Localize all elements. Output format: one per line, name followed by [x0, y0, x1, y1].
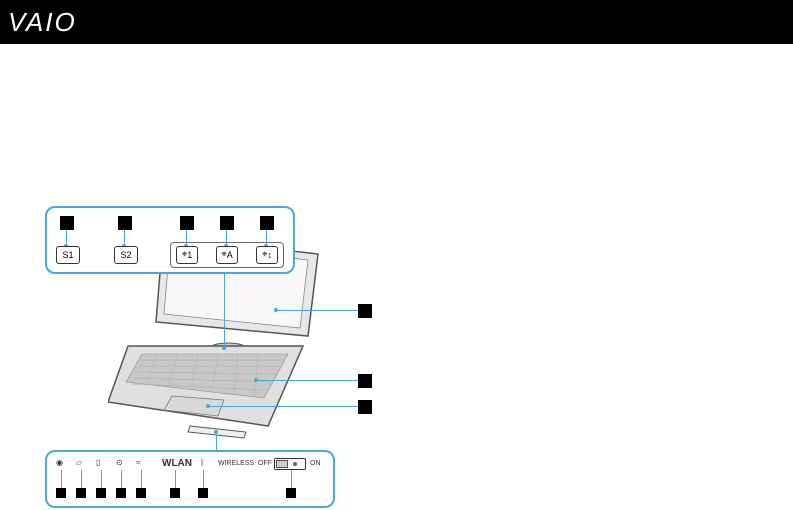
wireless-icon: ≈	[136, 458, 140, 467]
callout-marker	[116, 488, 126, 498]
leader-line	[278, 310, 358, 311]
leader-dot	[206, 404, 210, 408]
off-label: OFF	[258, 460, 272, 467]
key-label: 1	[187, 250, 192, 260]
diagram-area: S1 S2 ⎈ 1 ⎈ A ⎈ ↕ ◉ ▱ ▯ ⊙ ≈ WLAN ᛒ WIREL…	[0, 44, 793, 510]
capslock-key: ⎈ A	[216, 246, 238, 264]
leader-line	[291, 470, 292, 488]
callout-marker	[60, 216, 74, 230]
leader-dot	[274, 308, 278, 312]
callout-marker	[96, 488, 106, 498]
callout-marker	[260, 216, 274, 230]
numlock-key: ⎈ 1	[176, 246, 198, 264]
vaio-logo: VAIO	[8, 7, 77, 38]
s1-key: S1	[56, 246, 80, 264]
s2-key: S2	[114, 246, 138, 264]
callout-marker	[56, 488, 66, 498]
key-label: S2	[120, 250, 131, 260]
leader-line	[175, 470, 176, 488]
disc-icon: ⊙	[116, 458, 123, 467]
callout-marker	[76, 488, 86, 498]
leader-line	[216, 434, 217, 450]
key-label: ↕	[268, 250, 273, 260]
callout-marker	[358, 304, 372, 318]
leader-line	[210, 406, 358, 407]
leader-line	[61, 470, 62, 488]
callout-marker	[220, 216, 234, 230]
leader-line	[121, 470, 122, 488]
callout-marker	[286, 488, 296, 498]
on-label: ON	[310, 460, 321, 467]
leader-line	[101, 470, 102, 488]
callout-marker	[118, 216, 132, 230]
wireless-text: WIRELESS	[218, 460, 254, 467]
power-icon: ◉	[56, 458, 63, 467]
battery-icon: ▱	[76, 458, 82, 467]
callout-marker	[198, 488, 208, 498]
leader-line	[141, 470, 142, 488]
wlan-label: WLAN	[162, 458, 192, 469]
leader-dot	[214, 430, 218, 434]
leader-dot	[254, 378, 258, 382]
callout-marker	[358, 400, 372, 414]
wireless-switch	[274, 458, 306, 470]
leader-dot	[222, 346, 226, 350]
leader-line	[203, 470, 204, 488]
callout-marker	[136, 488, 146, 498]
hdd-icon: ▯	[96, 458, 100, 467]
callout-marker	[170, 488, 180, 498]
key-label: S1	[62, 250, 73, 260]
scrolllock-key: ⎈ ↕	[256, 246, 278, 264]
callout-marker	[358, 374, 372, 388]
bluetooth-icon: ᛒ	[200, 458, 205, 467]
leader-line	[224, 274, 225, 346]
leader-line	[81, 470, 82, 488]
key-label: A	[227, 250, 233, 260]
header-bar: VAIO	[0, 0, 793, 44]
leader-line	[258, 380, 358, 381]
callout-marker	[180, 216, 194, 230]
